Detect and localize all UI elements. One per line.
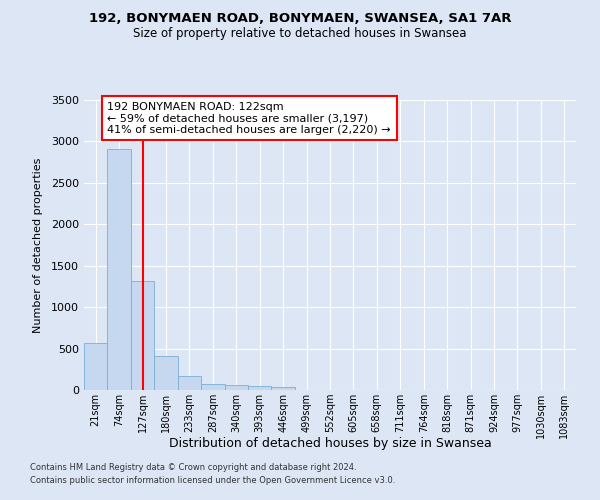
Bar: [84, 343, 107, 390]
Bar: [131, 280, 154, 390]
Bar: [154, 356, 178, 390]
Text: 192, BONYMAEN ROAD, BONYMAEN, SWANSEA, SA1 7AR: 192, BONYMAEN ROAD, BONYMAEN, SWANSEA, S…: [89, 12, 511, 26]
Text: Contains HM Land Registry data © Crown copyright and database right 2024.: Contains HM Land Registry data © Crown c…: [30, 464, 356, 472]
Text: Distribution of detached houses by size in Swansea: Distribution of detached houses by size …: [169, 438, 491, 450]
Text: Contains public sector information licensed under the Open Government Licence v3: Contains public sector information licen…: [30, 476, 395, 485]
Bar: [224, 386, 248, 390]
Text: Size of property relative to detached houses in Swansea: Size of property relative to detached ho…: [133, 28, 467, 40]
Bar: [178, 376, 201, 390]
Bar: [107, 149, 131, 390]
Text: 192 BONYMAEN ROAD: 122sqm
← 59% of detached houses are smaller (3,197)
41% of se: 192 BONYMAEN ROAD: 122sqm ← 59% of detac…: [107, 102, 391, 135]
Bar: [271, 386, 295, 390]
Bar: [201, 384, 224, 390]
Bar: [248, 386, 271, 390]
Y-axis label: Number of detached properties: Number of detached properties: [32, 158, 43, 332]
